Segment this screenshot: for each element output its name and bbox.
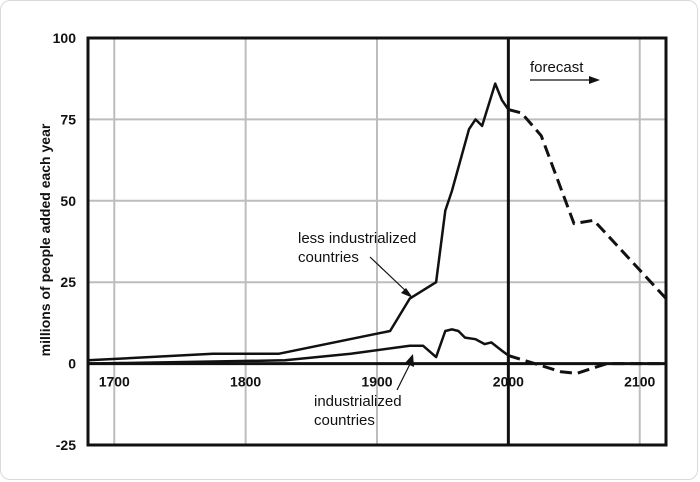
- y-tick-label: 100: [53, 30, 77, 46]
- less-industrialized-label-line2: countries: [298, 249, 359, 266]
- series-1-forecast-line: [508, 108, 668, 300]
- less-industrialized-arrow-line: [369, 256, 409, 294]
- series-2-forecast-line: [507, 354, 666, 375]
- series-1-line: [87, 82, 510, 362]
- industrialized-arrow-line: [396, 363, 411, 391]
- plot-border: [86, 36, 668, 447]
- y-tick-label: -25: [56, 437, 76, 453]
- y-tick-labels: 100 75 50 25 0 -25: [53, 30, 77, 453]
- y-axis-label: millions of people added each year: [37, 123, 53, 356]
- y-tick-label: 75: [60, 111, 76, 127]
- series-lines: [87, 82, 668, 375]
- less-industrialized-label-line1: less industrialized: [298, 230, 416, 247]
- x-tick-label: 1700: [99, 374, 130, 390]
- plot-area-border: [86, 36, 668, 447]
- y-tick-label: 50: [60, 193, 76, 209]
- industrialized-label-line1: industrialized: [314, 393, 402, 410]
- x-tick-labels: 1700 1800 1900 2000 2100: [99, 374, 656, 390]
- x-tick-label: 1900: [361, 374, 392, 390]
- forecast-arrowhead: [589, 76, 600, 84]
- forecast-label: forecast: [530, 59, 584, 76]
- x-tick-label: 2100: [624, 374, 655, 390]
- x-tick-label: 2000: [493, 374, 524, 390]
- y-tick-label: 0: [68, 356, 76, 372]
- x-tick-label: 1800: [230, 374, 261, 390]
- less-industrialized-arrowhead: [401, 288, 413, 298]
- industrialized-label-line2: countries: [314, 412, 375, 429]
- y-tick-label: 25: [60, 274, 76, 290]
- industrialized-arrowhead: [405, 354, 414, 367]
- series-2-line: [87, 328, 510, 365]
